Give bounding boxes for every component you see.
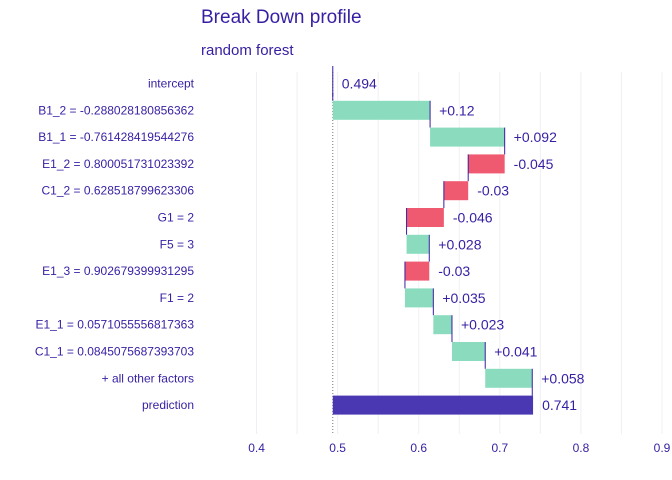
value-label: +0.092 [514, 129, 557, 145]
contribution-bar [430, 127, 505, 147]
value-label: +0.041 [494, 344, 537, 360]
contribution-bar [485, 368, 533, 388]
contribution-bar [451, 342, 486, 361]
row-label: B1_2 = -0.288028180856362 [38, 103, 194, 117]
x-tick-label: 0.6 [410, 441, 427, 455]
row-label: E1_1 = 0.0571055556817363 [36, 318, 195, 332]
chart-title: Break Down profile [201, 7, 362, 28]
value-label: -0.046 [453, 210, 493, 226]
value-label: +0.058 [541, 370, 584, 386]
x-tick-label: 0.4 [248, 441, 265, 455]
value-label: +0.12 [439, 102, 475, 118]
row-label: + all other factors [102, 371, 194, 385]
row-label: C1_1 = 0.0845075687393703 [35, 345, 194, 359]
row-label: E1_2 = 0.800051731023392 [42, 157, 194, 171]
row-label: C1_2 = 0.628518799623306 [42, 184, 195, 198]
row-label: F5 = 3 [160, 237, 195, 251]
row-label: prediction [142, 398, 194, 412]
contribution-bar [406, 208, 444, 227]
contribution-bar [404, 288, 434, 308]
contribution-bar [433, 315, 452, 335]
contribution-bar [404, 261, 430, 281]
value-label: +0.035 [442, 290, 485, 306]
row-label: E1_3 = 0.902679399931295 [42, 264, 194, 278]
row-label: B1_1 = -0.761428419544276 [38, 130, 194, 144]
contribution-bar [468, 154, 505, 174]
x-tick-label: 0.7 [491, 441, 508, 455]
chart-subtitle: random forest [201, 42, 294, 59]
value-label: -0.03 [438, 263, 470, 279]
prediction-bar [332, 395, 534, 415]
contribution-bar [332, 100, 431, 120]
row-label: intercept [148, 77, 195, 91]
contribution-bar [406, 234, 430, 254]
value-label: -0.045 [514, 156, 554, 172]
contribution-bar [443, 181, 469, 201]
x-tick-label: 0.5 [329, 441, 346, 455]
value-label: 0.494 [342, 76, 377, 92]
row-label: F1 = 2 [160, 291, 195, 305]
value-label: -0.03 [477, 183, 509, 199]
value-label: 0.741 [542, 397, 577, 413]
x-tick-label: 0.9 [654, 441, 671, 455]
x-tick-label: 0.8 [573, 441, 590, 455]
value-label: +0.028 [438, 236, 481, 252]
row-label: G1 = 2 [158, 211, 195, 225]
value-label: +0.023 [461, 317, 504, 333]
